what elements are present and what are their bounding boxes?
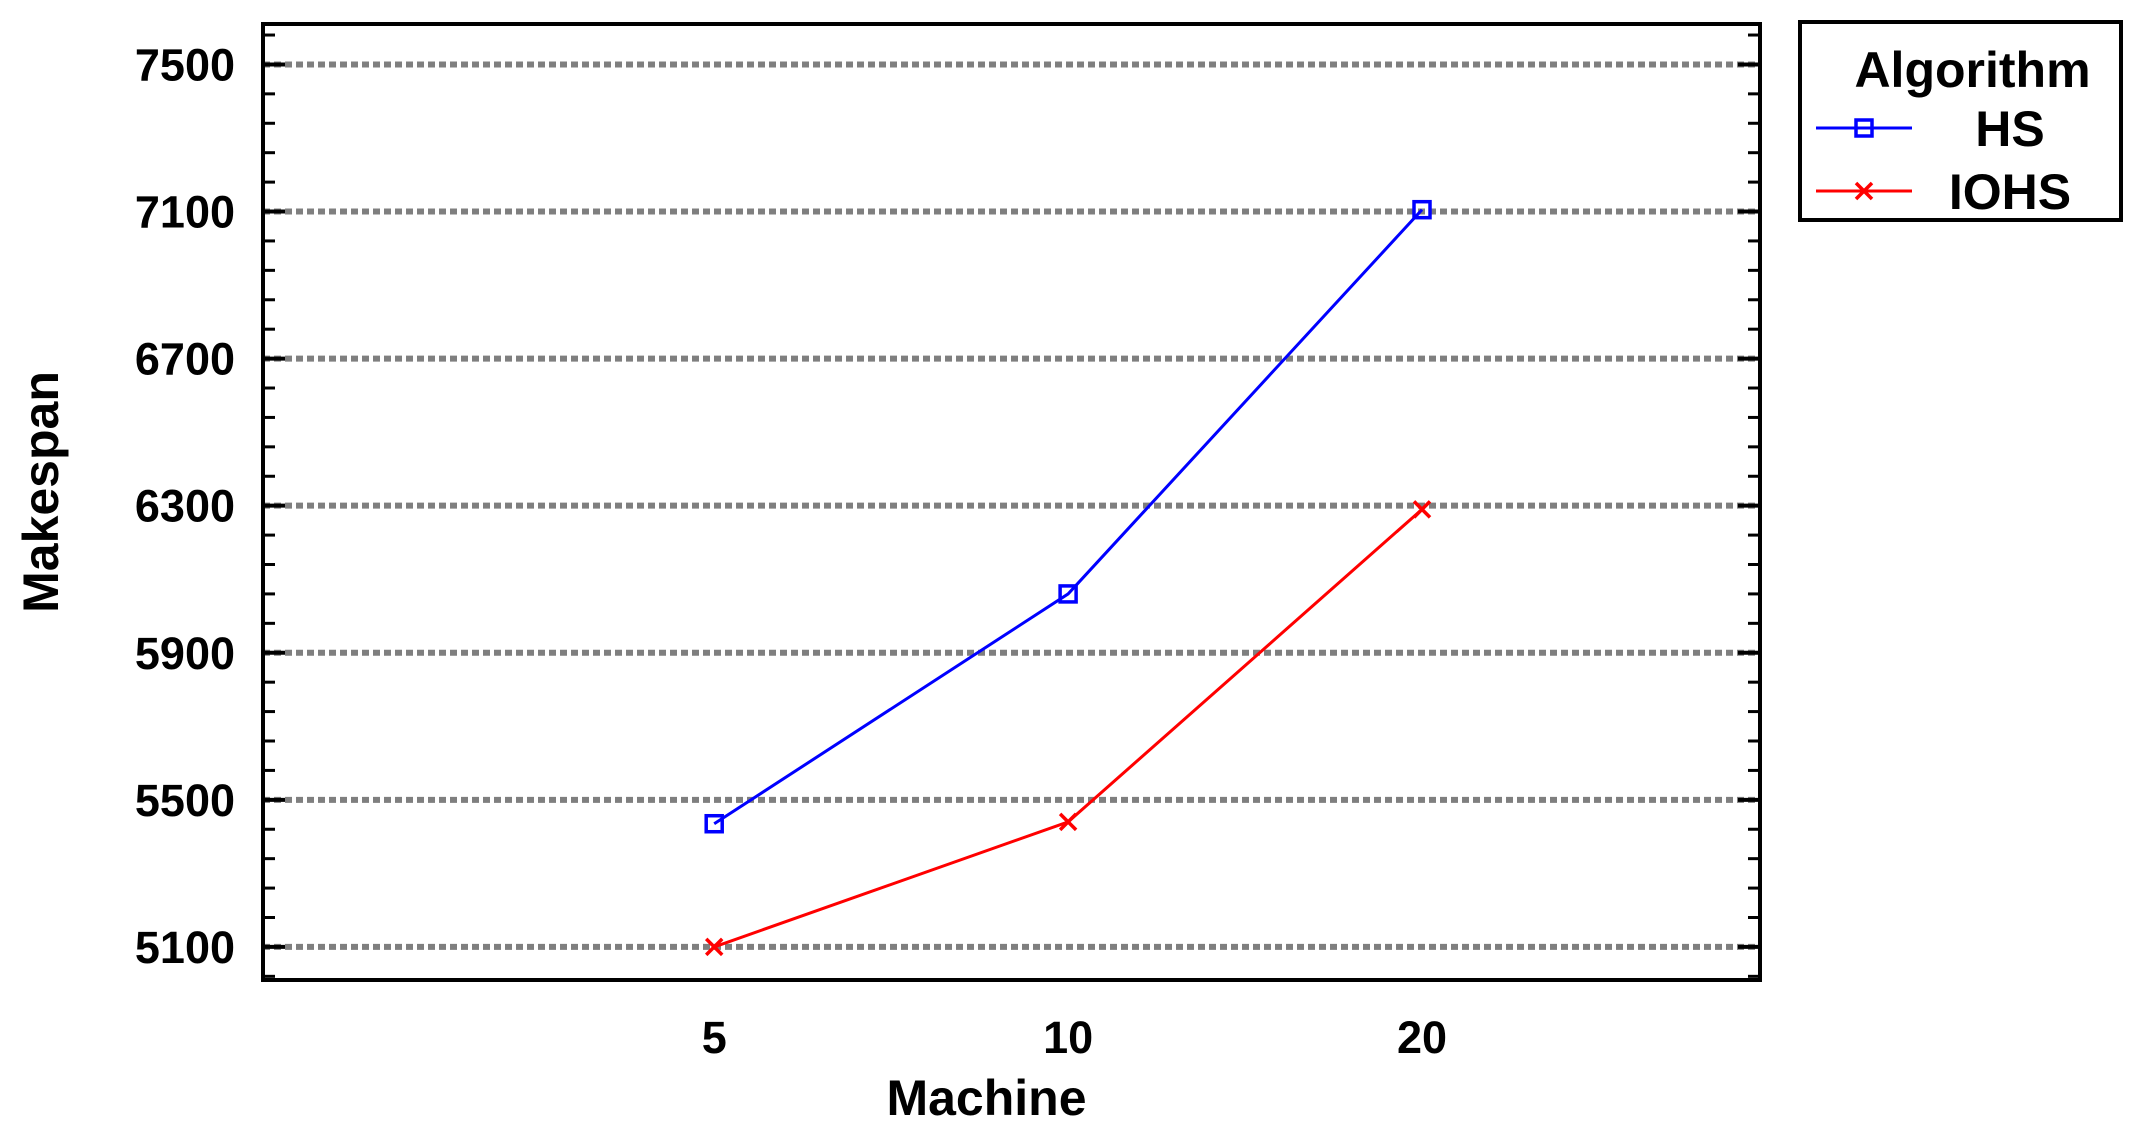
y-tick-label: 5100 <box>135 922 235 973</box>
plot-frame <box>261 22 1762 982</box>
y-tick-label: 6300 <box>135 481 235 532</box>
y-tick-label: 5900 <box>135 628 235 679</box>
y-tick-label: 5500 <box>135 775 235 826</box>
data-point-iohs-stroke-b <box>1412 500 1432 519</box>
data-point-iohs-stroke-b <box>1058 812 1078 832</box>
legend-marker-hs <box>1854 118 1874 138</box>
x-tick-label: 10 <box>1043 1012 1093 1063</box>
legend-marker-iohs <box>1854 181 1874 201</box>
y-axis-ticks: 5100 5500 5900 6300 6700 7100 7500 <box>135 39 1760 973</box>
data-point-hs <box>1058 584 1078 604</box>
legend-box <box>1798 20 2123 222</box>
legend-label-iohs: IOHS <box>1949 164 2071 220</box>
legend-title: Algorithm <box>1854 42 2090 98</box>
series-line-hs <box>713 208 1424 825</box>
legend-label-hs: HS <box>1975 101 2044 157</box>
y-axis-title: Makespan <box>13 371 69 613</box>
data-point-hs <box>704 813 724 834</box>
y-tick-label: 6700 <box>135 334 235 385</box>
legend-marker-iohs-stroke-b <box>1854 181 1874 201</box>
grid-lines <box>263 61 1760 950</box>
x-axis-title: Machine <box>886 1070 1086 1126</box>
data-point-iohs <box>704 937 724 957</box>
x-tick-label: 20 <box>1397 1012 1447 1063</box>
legend: Algorithm HS IOHS <box>1798 20 2123 222</box>
x-axis-ticks: 5 10 20 <box>702 1012 1447 1063</box>
x-tick-label: 5 <box>702 1012 727 1063</box>
legend-items: HS IOHS <box>1816 101 2071 220</box>
y-tick-label: 7500 <box>135 39 235 90</box>
data-point-iohs <box>1058 812 1078 832</box>
y-tick-label: 7100 <box>135 187 235 238</box>
data-point-iohs-stroke-b <box>704 937 724 957</box>
data-point-hs <box>1412 199 1432 220</box>
series-layer <box>704 199 1432 957</box>
data-point-iohs <box>1412 500 1432 519</box>
series-line-iohs <box>713 508 1424 949</box>
